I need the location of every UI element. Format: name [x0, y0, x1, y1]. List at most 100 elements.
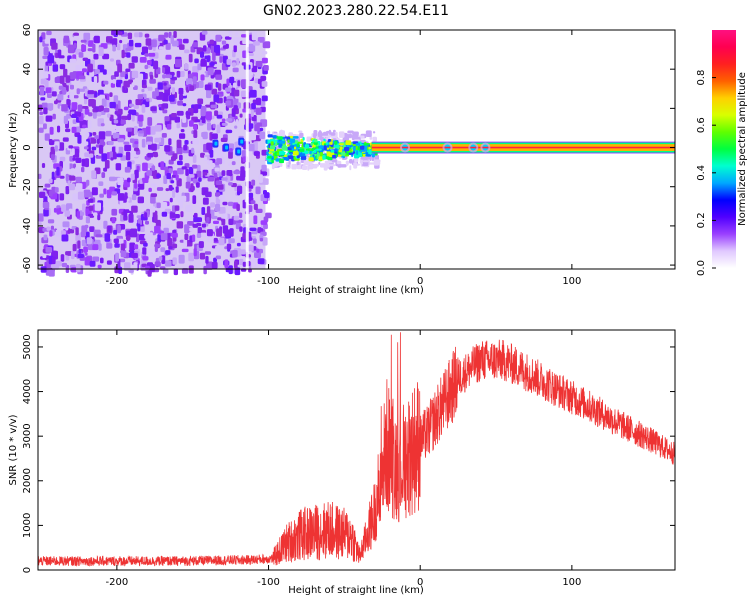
spectrogram-signal-cell [284, 136, 288, 139]
spectrogram-noise-cell [240, 166, 245, 175]
spectrogram-noise-cell [91, 187, 98, 196]
spectrogram-noise-cell [76, 88, 80, 95]
spectrogram-noise-cell [211, 215, 218, 220]
spectrogram-signal-cell [344, 147, 350, 151]
spectrogram-signal-cell [299, 153, 306, 157]
spectrogram-noise-cell [93, 212, 98, 217]
spectrogram-halo-cell [338, 131, 345, 138]
spectrogram-noise-cell [226, 59, 232, 65]
spectrogram-noise-cell [198, 80, 204, 88]
spectrogram-noise-cell [207, 122, 211, 131]
spectrogram-noise-cell [221, 122, 228, 126]
spectrogram-noise-cell [188, 53, 193, 63]
spectrogram-noise-cell [39, 191, 46, 198]
spectrogram-noise-cell [150, 193, 157, 197]
spectrogram-noise-cell [69, 72, 75, 80]
spectrogram-noise-cell [165, 74, 173, 79]
spectrogram-noise-cell [158, 46, 164, 50]
spectrogram-noise-cell [234, 32, 239, 36]
spectrogram-noise-cell [131, 82, 135, 88]
spectrogram-noise-cell [168, 246, 173, 250]
spectrogram-noise-cell [213, 172, 218, 179]
spectrogram-noise-cell [98, 181, 104, 186]
colorbar-tick-label: 0.2 [696, 212, 707, 228]
spectrogram-signal-cell [326, 144, 330, 148]
spectrogram-noise-cell [175, 186, 179, 193]
spectrogram-noise-cell [54, 100, 58, 105]
spectrogram-noise-cell [73, 163, 76, 169]
spectrogram-noise-cell [198, 241, 204, 248]
spectrogram-noise-cell [165, 54, 172, 60]
spectrogram-noise-cell [87, 64, 93, 73]
spectrogram-noise-cell [38, 104, 43, 111]
spectrogram-noise-cell [186, 78, 193, 85]
spectrogram-noise-cell [163, 82, 167, 86]
spectrogram-noise-cell [150, 194, 156, 204]
spectrogram-noise-cell [84, 224, 89, 229]
spectrogram-noise-cell [151, 169, 158, 177]
spectrogram-noise-cell [95, 111, 102, 117]
spectrogram-signal-cell [293, 151, 299, 156]
signal-band-core [371, 146, 675, 149]
spectrogram-signal-cell [289, 138, 296, 143]
spectrogram-noise-cell [112, 79, 117, 84]
spectrogram-signal-cell [225, 145, 229, 150]
spectrogram-halo-cell [280, 129, 283, 133]
spectrogram-noise-cell [165, 250, 171, 255]
spectrogram-noise-cell [242, 39, 247, 45]
spectrogram-noise-cell [160, 247, 166, 253]
spectrogram-noise-cell [121, 49, 125, 59]
spectrogram-noise-cell [59, 64, 66, 70]
spectrogram-noise-cell [248, 268, 252, 273]
spectrogram-noise-cell [226, 243, 232, 250]
spectrogram-noise-cell [196, 182, 200, 188]
spectrogram-noise-cell [163, 227, 169, 235]
spectrogram-noise-cell [254, 124, 260, 132]
spectrogram-noise-cell [229, 148, 233, 153]
spectrogram-halo-cell [318, 131, 323, 138]
spectrogram-noise-cell [204, 84, 212, 91]
colorbar-label: Normalized spectral amplitude [737, 72, 748, 226]
spectrogram-noise-cell [82, 57, 89, 61]
spectrogram-x-tick-label: 0 [417, 276, 423, 287]
spectrogram-noise-cell [233, 215, 240, 221]
colorbar-tick-label: 0.6 [696, 117, 707, 133]
spectrogram-noise-cell [71, 113, 77, 117]
spectrogram-noise-cell [211, 261, 218, 269]
spectrogram-noise-cell [95, 155, 102, 159]
spectrogram-noise-cell [94, 202, 101, 211]
spectrogram-halo-cell [323, 164, 328, 171]
spectrogram-noise-cell [125, 47, 132, 52]
spectrogram-halo-cell [267, 130, 271, 135]
spectrogram-noise-cell [178, 87, 184, 95]
snr-x-tick-label: -200 [106, 577, 129, 588]
spectrogram-noise-cell [129, 138, 135, 143]
colorbar-gradient [712, 30, 736, 268]
spectrogram-noise-cell [222, 213, 228, 219]
spectrogram-halo-cell [319, 136, 324, 141]
spectrogram-noise-cell [120, 250, 124, 254]
spectrogram-noise-cell [82, 124, 87, 128]
spectrogram-noise-cell [181, 166, 187, 170]
spectrogram-noise-cell [163, 175, 168, 184]
spectrogram-halo-cell [348, 133, 352, 139]
spectrogram-noise-cell [38, 222, 42, 226]
spectrogram-halo-cell [321, 133, 329, 136]
spectrogram-noise-cell [97, 264, 102, 269]
spectrogram-signal-cell [326, 151, 331, 157]
spectrogram-noise-cell [215, 180, 223, 185]
spectrogram-noise-cell [236, 58, 240, 66]
spectrogram-noise-cell [92, 111, 97, 119]
spectrogram-noise-cell [257, 37, 265, 43]
spectrogram-noise-cell [158, 256, 163, 261]
spectrogram-noise-cell [199, 252, 206, 260]
spectrogram-noise-cell [213, 257, 217, 263]
spectrogram-bulge [444, 146, 451, 149]
spectrogram-noise-cell [200, 232, 207, 237]
spectrogram-halo-cell [287, 164, 290, 168]
spectrogram-noise-cell [218, 172, 223, 177]
spectrogram-noise-cell [211, 133, 218, 139]
spectrogram-noise-cell [188, 252, 194, 262]
spectrogram-noise-cell [215, 203, 221, 212]
spectrogram-noise-cell [102, 69, 107, 75]
